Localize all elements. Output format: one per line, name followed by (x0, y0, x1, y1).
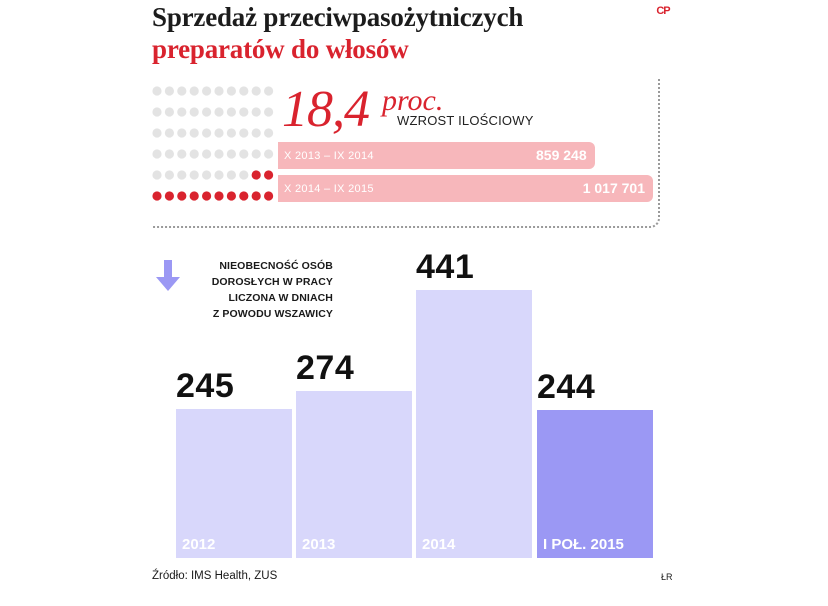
dot-grey (226, 107, 236, 117)
dot-grey (189, 86, 199, 96)
absence-bar-value: 244 (537, 367, 596, 406)
dot-grey (177, 86, 187, 96)
dot-grey (214, 170, 224, 180)
dot-grey (264, 149, 274, 159)
dot-red (177, 191, 187, 201)
dot-grey (152, 107, 162, 117)
note-line: Z POWODU WSZAWICY (212, 308, 333, 320)
dot-red (202, 191, 212, 201)
dot-grey (164, 170, 174, 180)
dot-grey (202, 149, 212, 159)
absence-bar-label: 2012 (182, 536, 216, 553)
dot-grey (202, 128, 212, 138)
publisher-logo: CP (656, 5, 670, 17)
dot-grey (251, 128, 261, 138)
dot-grey (189, 149, 199, 159)
dot-grey (177, 170, 187, 180)
dot-grey (177, 149, 187, 159)
dot-grey (202, 107, 212, 117)
absence-bar (296, 391, 412, 558)
dot-grey (239, 149, 249, 159)
title-line-1: Sprzedaż przeciwpasożytniczych (152, 2, 524, 32)
dot-grey (164, 86, 174, 96)
dot-grey (264, 107, 274, 117)
absence-bar (176, 409, 292, 558)
dot-red (214, 191, 224, 201)
dot-grey (177, 128, 187, 138)
dot-grey (202, 86, 212, 96)
dot-grey (152, 86, 162, 96)
dot-red (251, 191, 261, 201)
dot-red (164, 191, 174, 201)
dot-grey (189, 128, 199, 138)
sales-bar-label: X 2014 – IX 2015 (284, 183, 374, 195)
dot-red (264, 170, 274, 180)
dot-grey (214, 149, 224, 159)
source-note: Źródło: IMS Health, ZUS (152, 570, 278, 582)
dot-grey (214, 128, 224, 138)
dot-grey (226, 170, 236, 180)
dot-grey (214, 107, 224, 117)
title-line-2: preparatów do włosów (152, 34, 409, 64)
absence-bar-value: 441 (416, 248, 475, 286)
dot-red (264, 191, 274, 201)
growth-label: WZROST ILOŚCIOWY (397, 113, 534, 128)
author-initials: ŁR (661, 572, 673, 582)
absence-bar (416, 290, 532, 558)
dot-grey (189, 170, 199, 180)
sales-bar-value: 1 017 701 (582, 180, 645, 196)
dot-grey (251, 86, 261, 96)
absence-bar-value: 245 (176, 367, 235, 406)
dot-grey (202, 170, 212, 180)
dot-grey (152, 170, 162, 180)
dot-grey (239, 107, 249, 117)
absence-bar-value: 274 (296, 349, 355, 388)
dot-grey (251, 107, 261, 117)
dot-grey (264, 128, 274, 138)
absence-bar-label: 2014 (422, 536, 456, 553)
dot-grey (164, 128, 174, 138)
sales-bar (278, 175, 653, 202)
note-line: NIEOBECNOŚĆ OSÓB (219, 260, 333, 272)
absence-note: NIEOBECNOŚĆ OSÓB DOROSŁYCH W PRACY LICZO… (188, 258, 333, 322)
dot-grid (152, 86, 274, 201)
dot-red (226, 191, 236, 201)
dot-grey (189, 107, 199, 117)
summary-box (152, 78, 660, 228)
dot-grey (226, 86, 236, 96)
sales-bar (278, 142, 595, 169)
dot-red (152, 191, 162, 201)
dot-grey (226, 128, 236, 138)
dot-grey (152, 128, 162, 138)
dot-red (239, 191, 249, 201)
growth-unit: proc. (382, 84, 444, 117)
dot-grey (152, 149, 162, 159)
absence-bar-label: 2013 (302, 536, 336, 553)
dot-grey (251, 149, 261, 159)
absence-bar (537, 409, 653, 558)
dot-grey (177, 107, 187, 117)
dot-grey (164, 107, 174, 117)
dot-grey (264, 86, 274, 96)
dot-grey (214, 86, 224, 96)
note-line: LICZONA W DNIACH (228, 292, 333, 304)
dot-grey (226, 149, 236, 159)
dot-grey (239, 128, 249, 138)
sales-bar-value: 859 248 (536, 147, 587, 163)
absence-bar-label: I POŁ. 2015 (543, 536, 624, 553)
growth-value: 18,4 (282, 81, 370, 138)
dot-red (251, 170, 261, 180)
dot-red (189, 191, 199, 201)
sales-bar-label: X 2013 – IX 2014 (284, 150, 374, 162)
down-arrow-icon (156, 260, 180, 291)
dot-grey (239, 86, 249, 96)
dot-grey (164, 149, 174, 159)
note-line: DOROSŁYCH W PRACY (211, 276, 333, 288)
dot-grey (239, 170, 249, 180)
